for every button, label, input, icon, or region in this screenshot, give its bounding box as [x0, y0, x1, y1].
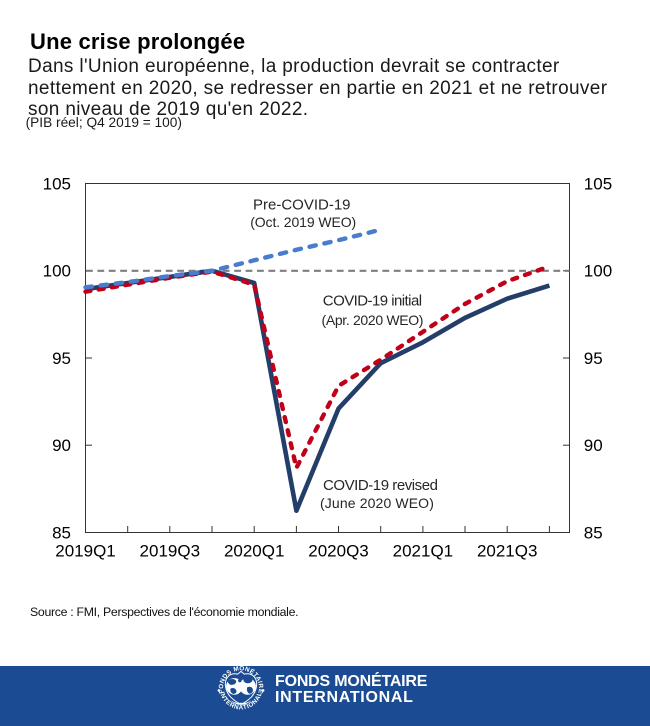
svg-text:85: 85: [52, 523, 71, 542]
svg-text:(Apr. 2020 WEO): (Apr. 2020 WEO): [322, 312, 424, 328]
svg-text:INTERNATIONAL: INTERNATIONAL: [218, 691, 264, 712]
svg-text:(Oct. 2019 WEO): (Oct. 2019 WEO): [250, 214, 356, 230]
svg-text:95: 95: [52, 349, 71, 368]
svg-text:COVID-19 initial: COVID-19 initial: [323, 293, 422, 310]
svg-text:2021Q1: 2021Q1: [393, 542, 454, 561]
svg-text:90: 90: [584, 436, 603, 455]
svg-text:105: 105: [584, 174, 612, 193]
svg-text:(June 2020 WEO): (June 2020 WEO): [320, 495, 434, 511]
svg-text:100: 100: [43, 262, 71, 281]
svg-text:Pre-COVID-19: Pre-COVID-19: [253, 196, 351, 213]
svg-text:2021Q3: 2021Q3: [477, 542, 538, 561]
svg-text:90: 90: [52, 436, 71, 455]
svg-text:95: 95: [584, 349, 603, 368]
svg-text:105: 105: [43, 174, 71, 193]
svg-text:COVID-19 revised: COVID-19 revised: [323, 477, 438, 494]
svg-text:100: 100: [584, 262, 612, 281]
svg-text:2019Q1: 2019Q1: [55, 542, 116, 561]
svg-text:2020Q3: 2020Q3: [308, 542, 369, 561]
svg-text:2020Q1: 2020Q1: [224, 542, 285, 561]
svg-text:2019Q3: 2019Q3: [140, 542, 201, 561]
svg-text:85: 85: [584, 523, 603, 542]
